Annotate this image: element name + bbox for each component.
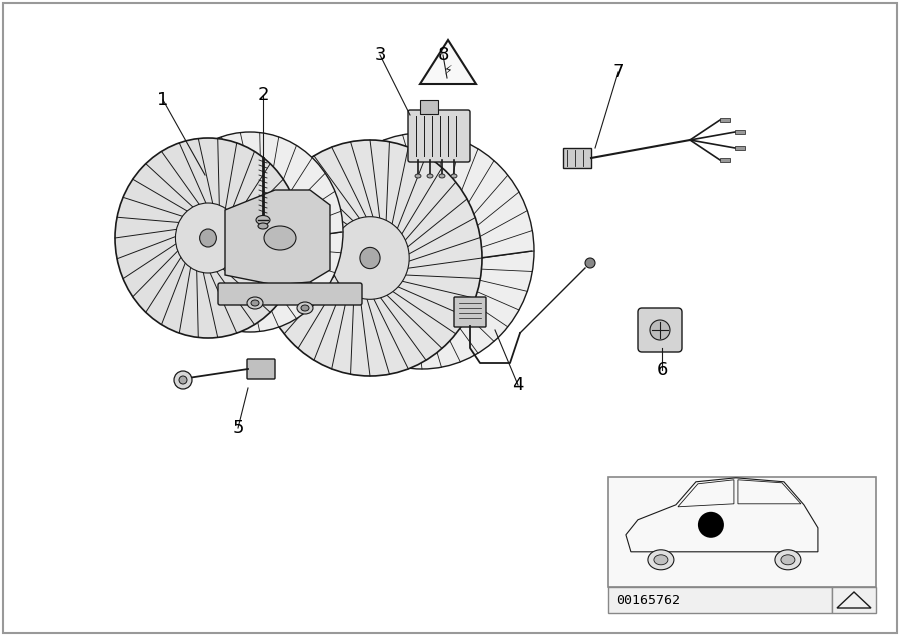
Ellipse shape	[157, 132, 343, 332]
Text: 4: 4	[512, 376, 524, 394]
Ellipse shape	[200, 229, 216, 247]
Bar	[563, 148, 591, 168]
Text: 2: 2	[257, 86, 269, 104]
Polygon shape	[225, 190, 330, 285]
Ellipse shape	[256, 216, 270, 225]
Bar	[735, 130, 745, 134]
Ellipse shape	[360, 247, 380, 268]
FancyBboxPatch shape	[638, 308, 682, 352]
Ellipse shape	[115, 138, 301, 338]
Circle shape	[179, 376, 187, 384]
Ellipse shape	[310, 133, 534, 369]
Text: 7: 7	[612, 63, 624, 81]
Bar	[720, 158, 730, 162]
Ellipse shape	[258, 223, 268, 229]
Ellipse shape	[415, 174, 421, 178]
Bar	[420, 100, 438, 114]
Ellipse shape	[247, 297, 263, 309]
FancyBboxPatch shape	[218, 283, 362, 305]
Text: 3: 3	[374, 46, 386, 64]
Text: 6: 6	[656, 361, 668, 379]
FancyBboxPatch shape	[247, 359, 275, 379]
Text: ⚡: ⚡	[444, 64, 453, 76]
Ellipse shape	[439, 174, 445, 178]
Ellipse shape	[264, 226, 296, 250]
Ellipse shape	[775, 550, 801, 570]
Text: 5: 5	[232, 419, 244, 437]
Text: 1: 1	[158, 91, 168, 109]
Text: 8: 8	[437, 46, 449, 64]
Circle shape	[174, 371, 192, 389]
Circle shape	[698, 512, 724, 538]
Ellipse shape	[258, 140, 482, 376]
Ellipse shape	[451, 174, 457, 178]
Polygon shape	[420, 40, 476, 84]
Ellipse shape	[648, 550, 674, 570]
Ellipse shape	[301, 305, 309, 311]
Ellipse shape	[781, 555, 795, 565]
Circle shape	[585, 258, 595, 268]
Ellipse shape	[654, 555, 668, 565]
Bar	[720, 118, 730, 122]
Bar	[832, 587, 876, 613]
Bar	[608, 587, 832, 613]
Bar	[735, 146, 745, 150]
Ellipse shape	[427, 174, 433, 178]
Ellipse shape	[176, 203, 240, 273]
Bar	[608, 477, 876, 587]
Ellipse shape	[331, 217, 410, 300]
Ellipse shape	[297, 302, 313, 314]
Ellipse shape	[251, 300, 259, 306]
FancyBboxPatch shape	[454, 297, 486, 327]
Circle shape	[650, 320, 670, 340]
FancyBboxPatch shape	[408, 110, 470, 162]
Text: 00165762: 00165762	[616, 593, 680, 607]
